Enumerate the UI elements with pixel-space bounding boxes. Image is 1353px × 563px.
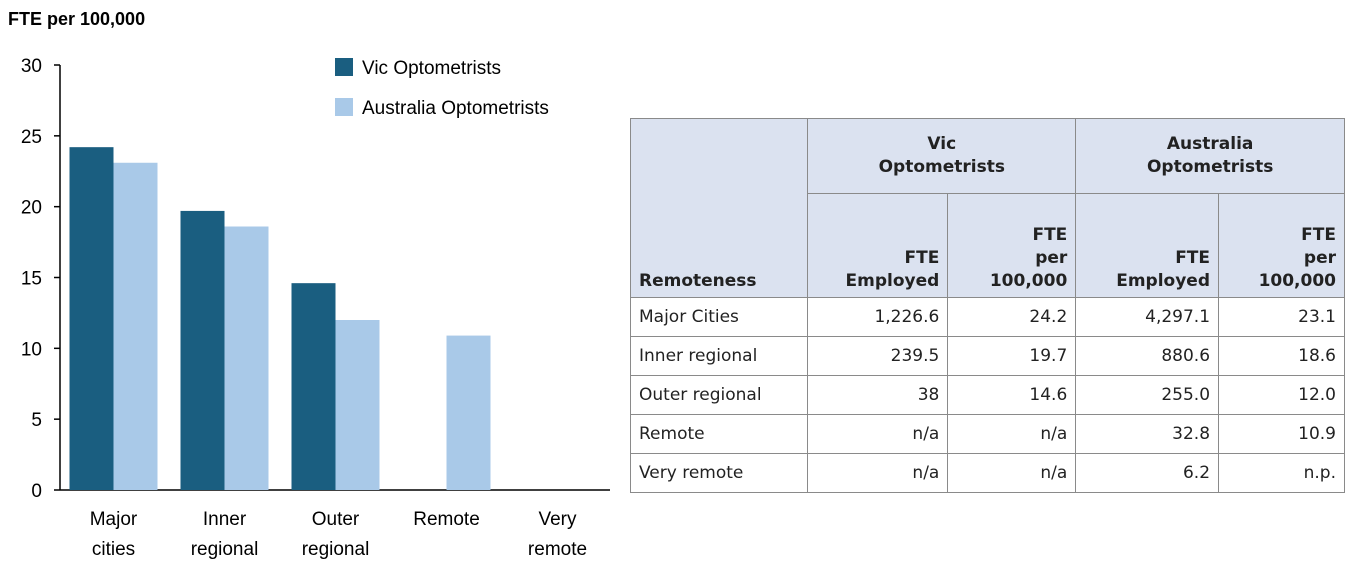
x-tick-label: Outer regional [302, 509, 370, 560]
table-cell: 38 [807, 375, 949, 415]
chart: FTE per 100,000 0 5 10 15 20 25 30 Major cities I… [8, 9, 610, 560]
table-cell: 10.9 [1218, 414, 1345, 454]
table-cell: 1,226.6 [807, 297, 949, 337]
table-cell: n/a [807, 414, 949, 454]
y-tick-label: 15 [21, 269, 42, 290]
table-cell: Outer regional [629, 375, 809, 415]
y-tick-label: 30 [21, 56, 42, 77]
x-tick-label: Remote [413, 509, 480, 530]
table-cell: n/a [947, 453, 1077, 493]
column-header: FTE per 100,000 [1218, 193, 1345, 298]
table-row: Remoteness FTE Employed FTE per 100,000 FTE… [629, 193, 1345, 298]
x-tick-label-line: Remote [413, 509, 480, 530]
table-cell: 18.6 [1218, 336, 1345, 376]
bar [180, 210, 225, 490]
table-cell: 19.7 [947, 336, 1077, 376]
x-tick-label: Major cities [90, 509, 138, 560]
header-cell [629, 118, 809, 194]
x-tick-label: Very remote [528, 509, 587, 560]
bar [291, 283, 336, 490]
group-header: Vic Optometrists [807, 118, 1077, 194]
table-row: Vic Optometrists Australia Optometrists [629, 118, 1345, 194]
y-tick-label: 10 [21, 339, 42, 360]
data-table: Vic Optometrists Australia Optometrists Re… [629, 118, 1345, 493]
group-header: Australia Optometrists [1075, 118, 1345, 194]
table-cell: 23.1 [1218, 297, 1345, 337]
table-cell: Remote [629, 414, 809, 454]
legend-label: Australia Optometrists [362, 98, 549, 119]
bar [446, 335, 491, 490]
table-cell: 239.5 [807, 336, 949, 376]
table-cell: 255.0 [1075, 375, 1220, 415]
table-cell: 880.6 [1075, 336, 1220, 376]
x-tick-label-line: regional [191, 539, 259, 560]
x-tick-label-line: Inner [203, 509, 247, 530]
table-cell: 32.8 [1075, 414, 1220, 454]
x-tick-label-line: regional [302, 539, 370, 560]
table-cell: n.p. [1218, 453, 1345, 493]
bar [224, 226, 269, 490]
table-row: Inner regional 239.5 19.7 880.6 18.6 [629, 336, 1345, 376]
axis-title: FTE per 100,000 [8, 9, 145, 29]
y-tick-label: 20 [21, 198, 42, 219]
table-cell: 12.0 [1218, 375, 1345, 415]
x-tick-label-line: Very [538, 509, 577, 530]
table-cell: Very remote [629, 453, 809, 493]
x-tick-label-line: remote [528, 539, 587, 560]
x-tick-label-line: cities [92, 539, 135, 560]
column-header: FTE Employed [807, 193, 949, 298]
x-tick-label-line: Major [90, 509, 138, 530]
table-cell: Inner regional [629, 336, 809, 376]
y-tick-label: 25 [21, 127, 42, 148]
x-tick-label: Inner regional [191, 509, 259, 560]
y-tick-label: 5 [31, 410, 42, 431]
y-tick-label: 0 [31, 481, 42, 502]
bar [113, 162, 158, 490]
bar [335, 320, 380, 490]
table-row: Very remote n/a n/a 6.2 n.p. [629, 453, 1345, 493]
table-cell: n/a [807, 453, 949, 493]
table-row: Major Cities 1,226.6 24.2 4,297.1 23.1 [629, 297, 1345, 337]
table-cell: n/a [947, 414, 1077, 454]
table-cell: 4,297.1 [1075, 297, 1220, 337]
column-header: Remoteness [629, 193, 809, 298]
legend-swatch [335, 58, 353, 76]
column-header: FTE Employed [1075, 193, 1220, 298]
table-cell: Major Cities [629, 297, 809, 337]
table-cell: 14.6 [947, 375, 1077, 415]
table-row: Outer regional 38 14.6 255.0 12.0 [629, 375, 1345, 415]
table-cell: 6.2 [1075, 453, 1220, 493]
legend-label: Vic Optometrists [362, 58, 501, 79]
table-row: Remote n/a n/a 32.8 10.9 [629, 414, 1345, 454]
legend-swatch [335, 98, 353, 116]
column-header: FTE per 100,000 [947, 193, 1077, 298]
x-tick-label-line: Outer [312, 509, 360, 530]
table-cell: 24.2 [947, 297, 1077, 337]
bar [69, 147, 114, 490]
